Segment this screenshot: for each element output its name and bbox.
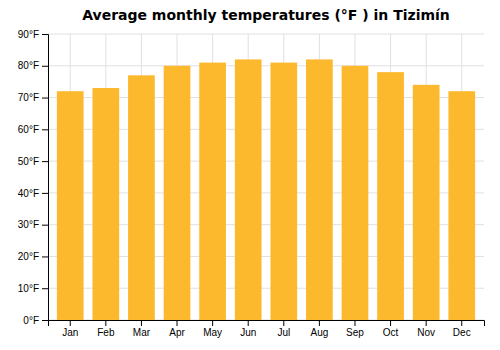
tick-label: 50°F — [18, 156, 39, 167]
tick-mark — [42, 129, 48, 130]
tick-mark — [141, 320, 142, 326]
tick-mark — [212, 320, 213, 326]
tick-mark — [42, 161, 48, 162]
bar — [306, 59, 333, 320]
tick-label: Dec — [453, 327, 471, 338]
tick-mark — [42, 193, 48, 194]
tick-label: Mar — [133, 327, 151, 338]
tick: Aug — [310, 320, 328, 338]
tick: Apr — [169, 320, 185, 338]
tick-label: 90°F — [18, 29, 39, 40]
bar — [413, 85, 440, 320]
axis-line — [42, 35, 49, 321]
tick: 10°F — [18, 283, 48, 294]
tick: 30°F — [18, 219, 48, 230]
tick-mark — [42, 66, 48, 67]
bars — [57, 59, 475, 320]
tick: 20°F — [18, 251, 48, 262]
axis-line — [49, 321, 485, 327]
bar — [164, 66, 191, 320]
plot: Jan Feb Mar Apr May Jun Jul Aug Sep Oct Nov Dec 0°F 1… — [18, 29, 485, 338]
tick-label: 60°F — [18, 124, 39, 135]
tick: Jan — [62, 320, 78, 338]
tick-label: 80°F — [18, 60, 39, 71]
bar — [199, 63, 226, 320]
tick-mark — [461, 320, 462, 326]
tick-mark — [390, 320, 391, 326]
tick-mark — [248, 320, 249, 326]
tick-label: Oct — [383, 327, 399, 338]
tick: Jul — [277, 320, 290, 338]
tick: Nov — [417, 320, 435, 338]
bar — [448, 91, 475, 320]
tick-label: Sep — [346, 327, 364, 338]
bar — [128, 75, 155, 320]
grid — [48, 34, 484, 320]
tick-mark — [70, 320, 71, 326]
bar — [57, 91, 84, 320]
tick: Sep — [346, 320, 364, 338]
tick-label: Jan — [62, 327, 78, 338]
tick-mark — [354, 320, 355, 326]
tick-mark — [42, 256, 48, 257]
tick-mark — [105, 320, 106, 326]
tick: 40°F — [18, 188, 48, 199]
tick: 70°F — [18, 92, 48, 103]
tick-mark — [42, 320, 48, 321]
grid-line — [48, 34, 484, 35]
tick: 60°F — [18, 124, 48, 135]
tick-label: Aug — [310, 327, 328, 338]
tick-label: Nov — [417, 327, 435, 338]
bar — [342, 66, 369, 320]
tick-mark — [42, 288, 48, 289]
tick-mark — [319, 320, 320, 326]
tick: Dec — [453, 320, 471, 338]
x-axis: Jan Feb Mar Apr May Jun Jul Aug Sep Oct Nov Dec — [49, 320, 485, 338]
tick-label: May — [203, 327, 222, 338]
tick-mark — [283, 320, 284, 326]
tick: 80°F — [18, 60, 48, 71]
tick-label: 40°F — [18, 188, 39, 199]
tick-mark — [426, 320, 427, 326]
tick-label: 30°F — [18, 219, 39, 230]
tick: May — [203, 320, 222, 338]
tick-label: Jul — [277, 327, 290, 338]
tick-mark — [177, 320, 178, 326]
bar — [92, 88, 119, 320]
bar — [235, 59, 262, 320]
y-axis: 0°F 10°F 20°F 30°F 40°F 50°F 60°F 70°F 80°F 90°F — [18, 29, 49, 326]
tick: Jun — [240, 320, 256, 338]
tick-label: 0°F — [23, 315, 39, 326]
tick-label: 70°F — [18, 92, 39, 103]
tick-label: Feb — [97, 327, 115, 338]
tick-mark — [42, 225, 48, 226]
tick-mark — [42, 34, 48, 35]
tick: 90°F — [18, 29, 48, 40]
grid-line — [48, 65, 484, 66]
tick-label: Jun — [240, 327, 256, 338]
tick: Mar — [133, 320, 151, 338]
bar — [270, 63, 297, 320]
bar — [377, 72, 404, 320]
tick-label: 10°F — [18, 283, 39, 294]
tick: Oct — [383, 320, 399, 338]
tick: 0°F — [23, 315, 48, 326]
tick-label: 20°F — [18, 251, 39, 262]
tick-mark — [42, 98, 48, 99]
tick: Feb — [97, 320, 115, 338]
tick: 50°F — [18, 156, 48, 167]
tick-label: Apr — [169, 327, 185, 338]
title: Average monthly temperatures (°F ) in Ti… — [82, 7, 450, 23]
chart: Jan Feb Mar Apr May Jun Jul Aug Sep Oct Nov Dec 0°F 1… — [0, 0, 500, 350]
